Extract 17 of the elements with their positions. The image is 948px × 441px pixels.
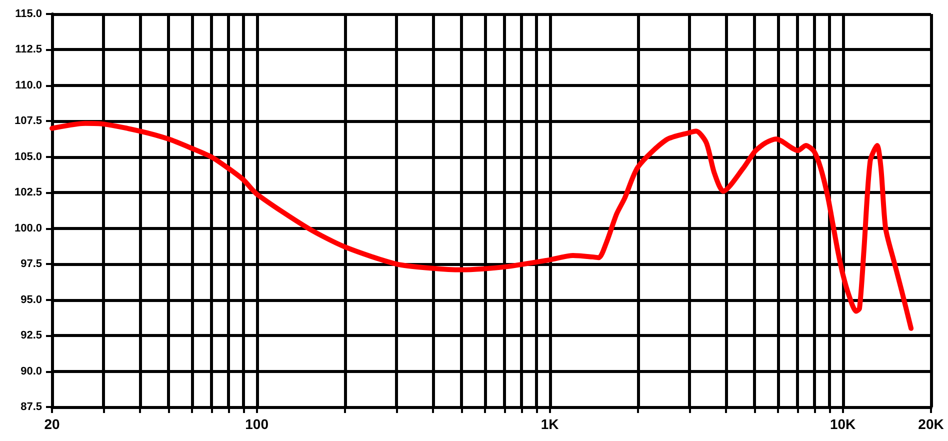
y-tick-label: 110.0 (15, 79, 42, 92)
y-tick-label: 87.5 (20, 401, 42, 413)
y-tick-label: 107.5 (14, 115, 42, 128)
y-tick-label: 97.5 (20, 258, 42, 270)
y-tick-label: 102.5 (14, 186, 42, 199)
y-tick-label: 92.5 (20, 330, 42, 342)
y-tick-label: 100.0 (14, 222, 42, 234)
y-tick-label: 95.0 (20, 294, 42, 306)
x-tick-label: 20 (44, 416, 60, 432)
x-tick-label: 1K (540, 416, 559, 432)
y-tick-label: 115.0 (15, 8, 42, 20)
y-tick-label: 90.0 (20, 365, 42, 378)
y-tick-label: 105.0 (14, 150, 42, 163)
y-tick-label: 112.5 (15, 44, 42, 56)
x-tick-label: 20K (918, 416, 944, 432)
x-tick-label: 100 (245, 416, 269, 432)
x-tick-label: 10K (830, 416, 856, 432)
